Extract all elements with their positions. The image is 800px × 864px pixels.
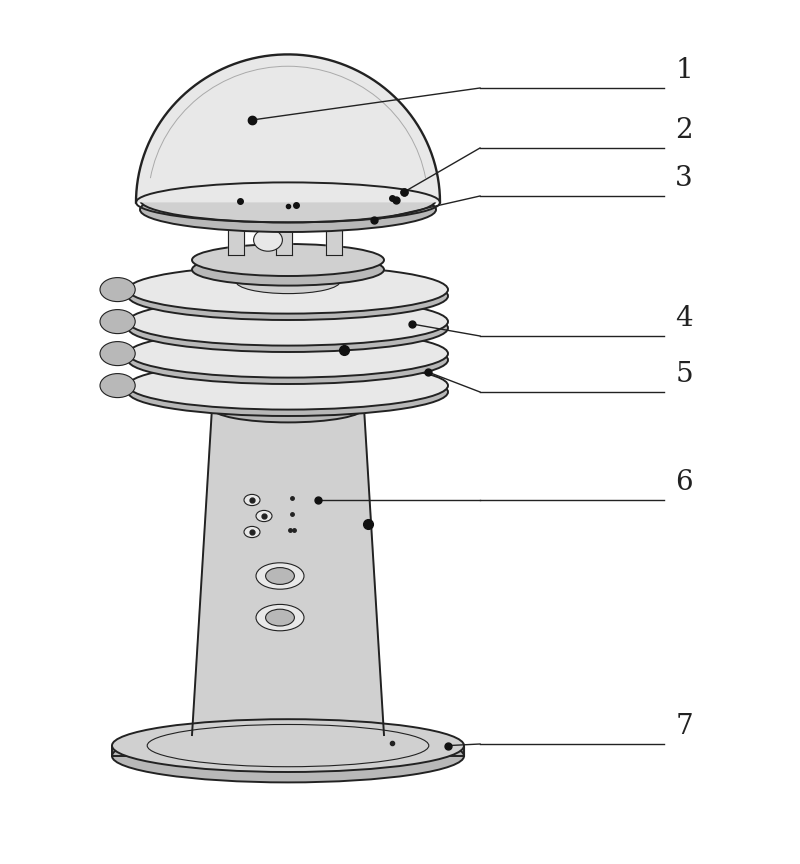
Ellipse shape <box>256 511 272 522</box>
Polygon shape <box>136 54 440 202</box>
Ellipse shape <box>140 178 436 222</box>
Polygon shape <box>326 212 342 255</box>
Ellipse shape <box>192 254 384 286</box>
Text: 7: 7 <box>675 713 693 740</box>
Ellipse shape <box>100 373 135 397</box>
Ellipse shape <box>128 336 448 384</box>
Ellipse shape <box>256 605 304 631</box>
Text: 5: 5 <box>675 361 693 388</box>
Polygon shape <box>276 212 292 255</box>
Ellipse shape <box>192 244 384 276</box>
Ellipse shape <box>236 270 340 294</box>
Ellipse shape <box>100 309 135 334</box>
Text: 4: 4 <box>675 305 693 332</box>
Ellipse shape <box>244 526 260 537</box>
Ellipse shape <box>128 304 448 352</box>
Ellipse shape <box>266 568 294 584</box>
Polygon shape <box>192 408 384 735</box>
Text: 1: 1 <box>675 57 693 84</box>
Ellipse shape <box>128 265 448 314</box>
Text: 3: 3 <box>675 165 693 192</box>
Ellipse shape <box>140 187 436 232</box>
Ellipse shape <box>100 277 135 302</box>
Ellipse shape <box>236 382 340 405</box>
Ellipse shape <box>128 297 448 346</box>
Ellipse shape <box>112 729 464 783</box>
Ellipse shape <box>254 229 282 251</box>
Text: 6: 6 <box>675 469 693 496</box>
Ellipse shape <box>266 609 294 626</box>
Ellipse shape <box>128 329 448 378</box>
Ellipse shape <box>244 494 260 505</box>
Polygon shape <box>112 746 464 756</box>
Ellipse shape <box>128 368 448 416</box>
Ellipse shape <box>256 562 304 589</box>
Ellipse shape <box>100 341 135 365</box>
Ellipse shape <box>212 394 364 422</box>
Text: 2: 2 <box>675 117 693 144</box>
Polygon shape <box>228 212 244 255</box>
Ellipse shape <box>128 272 448 320</box>
Ellipse shape <box>128 362 448 410</box>
Ellipse shape <box>112 719 464 772</box>
